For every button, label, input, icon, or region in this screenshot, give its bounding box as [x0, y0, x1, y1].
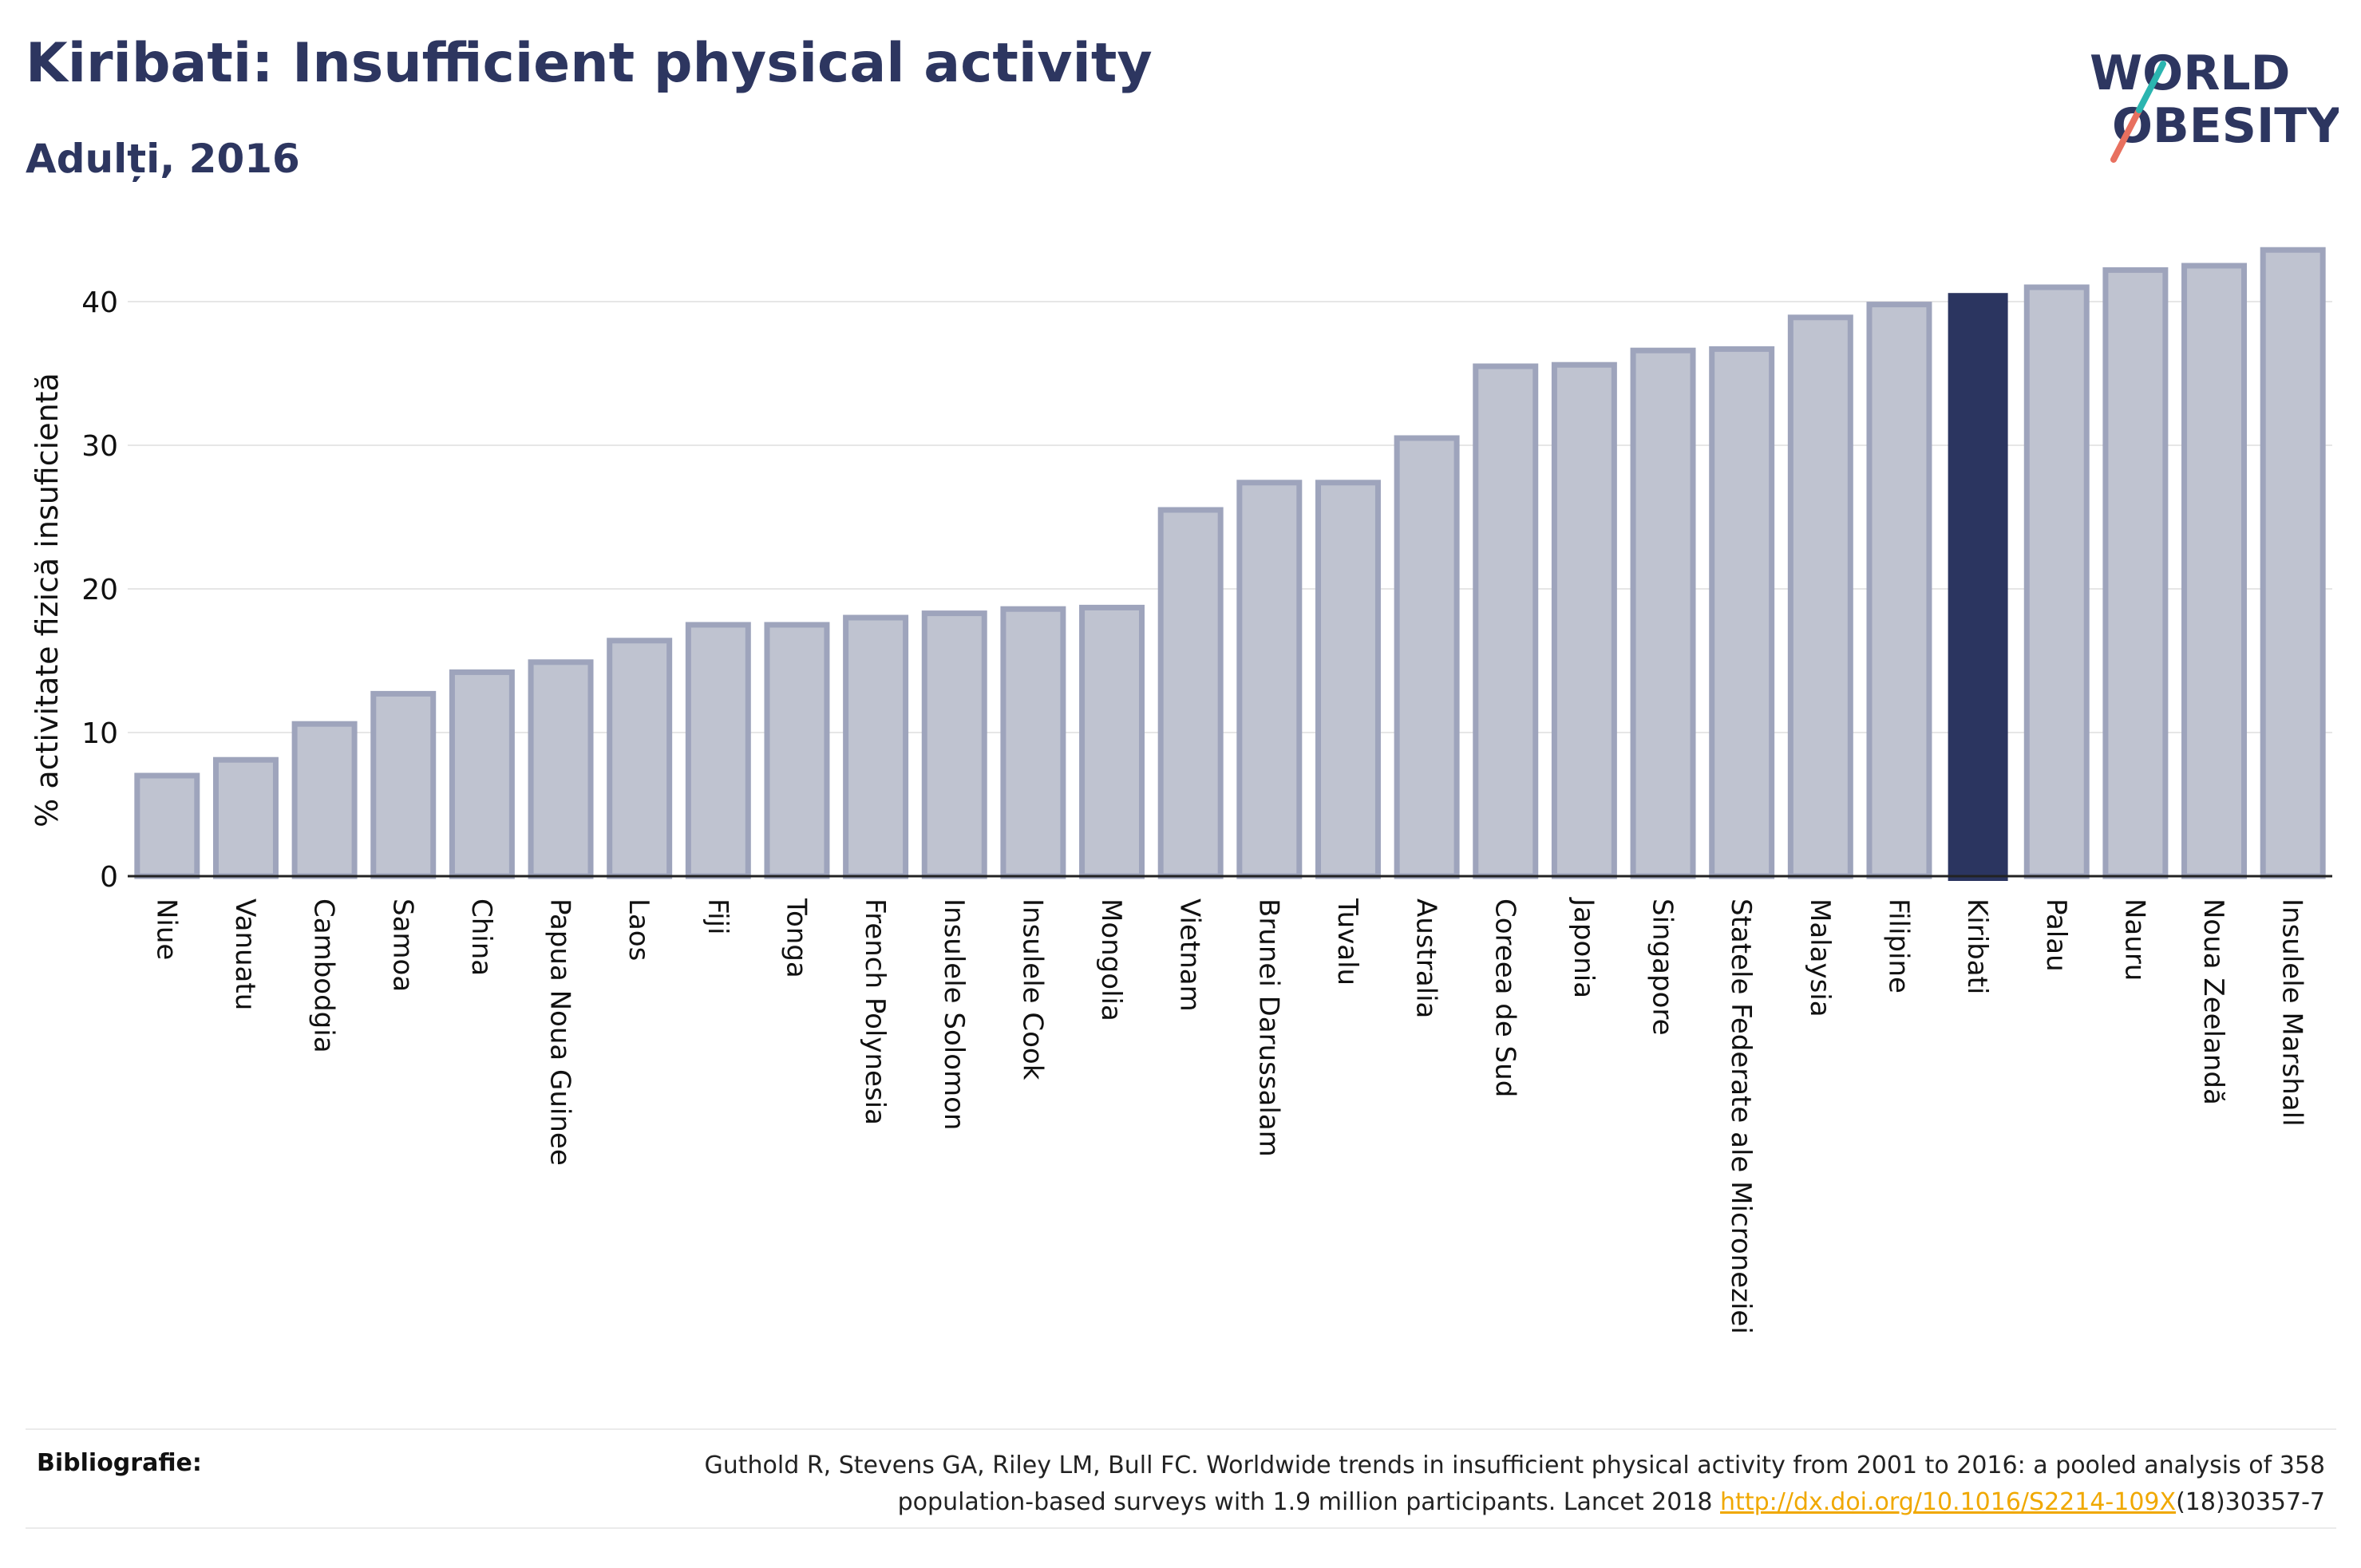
- bar-tuvalu: [1315, 480, 1381, 879]
- bar-coreea-de-sud: [1473, 363, 1539, 879]
- bar-cambodgia: [291, 721, 358, 879]
- bar-brunei-darussalam: [1236, 480, 1303, 879]
- bar-vanuatu: [212, 756, 279, 879]
- bar-laos: [607, 638, 673, 879]
- bar-kiribati: [1948, 293, 2008, 881]
- y-tick-label: 0: [100, 861, 118, 894]
- bar-chart: 0 10 20 30 40 Niue Vanuatu Cambodgia Samoa China…: [30, 247, 2332, 1334]
- logo-word-1: WORLD: [2090, 45, 2290, 101]
- x-tick-label: French Polynesia: [859, 899, 891, 1125]
- bibliography-line-2: population-based surveys with 1.9 millio…: [897, 1488, 1721, 1516]
- bar-samoa: [370, 690, 437, 879]
- x-tick-label: Insulele Solomon: [938, 899, 970, 1130]
- x-tick-label: Vietnam: [1174, 899, 1206, 1012]
- x-tick-label: Cambodgia: [308, 899, 340, 1053]
- chart-subtitle: Adulți, 2016: [26, 136, 300, 182]
- doi-link[interactable]: http://dx.doi.org/10.1016/S2214-109X: [1720, 1488, 2177, 1516]
- x-tick-label: Vanuatu: [229, 899, 261, 1010]
- bar-australia: [1394, 435, 1460, 879]
- x-tick-labels: Niue Vanuatu Cambodgia Samoa China Papua Noua…: [150, 897, 2308, 1334]
- x-tick-label: Tuvalu: [1331, 898, 1363, 985]
- x-tick-label: Singapore: [1647, 899, 1679, 1036]
- bar-niue: [134, 772, 200, 879]
- x-tick-label: Laos: [623, 899, 655, 961]
- bibliography-line-1: Guthold R, Stevens GA, Riley LM, Bull FC…: [704, 1451, 2325, 1479]
- x-tick-label: Noua Zeelandă: [2197, 899, 2229, 1105]
- bibliography-label: Bibliografie:: [37, 1449, 202, 1477]
- x-tick-label: Papua Noua Guinee: [544, 899, 576, 1166]
- bar-filipine: [1866, 302, 1932, 879]
- bibliography-line-2-end: (18)30357-7: [2176, 1488, 2325, 1516]
- x-tick-label: Fiji: [702, 899, 734, 934]
- x-tick-label: Niue: [150, 899, 182, 960]
- y-tick-label: 20: [81, 574, 118, 606]
- y-tick-label: 10: [81, 717, 118, 750]
- y-tick-labels: 0 10 20 30 40: [81, 286, 118, 894]
- bar-mongolia: [1079, 604, 1145, 879]
- bar-french-polynesia: [843, 614, 909, 879]
- bars: [134, 247, 2326, 881]
- logo-word-2: OBESITY: [2112, 98, 2339, 154]
- bar-papua-noua-guinee: [528, 659, 594, 879]
- x-tick-label: Insulele Cook: [1016, 899, 1048, 1080]
- bar-insulele-cook: [1000, 606, 1066, 879]
- bar-insulele-solomon: [921, 610, 987, 879]
- logo-accent-icon: [2136, 61, 2166, 113]
- x-tick-label: Coreea de Sud: [1489, 899, 1521, 1097]
- bar-tonga: [764, 622, 830, 879]
- bar-noua-zeeland-: [2181, 263, 2248, 879]
- bar-japonia: [1551, 361, 1617, 879]
- bar-vietnam: [1157, 507, 1224, 879]
- x-tick-label: Australia: [1410, 899, 1442, 1018]
- x-tick-label: Nauru: [2118, 899, 2150, 981]
- x-tick-label: Samoa: [386, 899, 418, 992]
- bibliography: Bibliografie: Guthold R, Stevens GA, Ril…: [26, 1428, 2336, 1529]
- bar-malaysia: [1787, 314, 1853, 879]
- bar-china: [449, 669, 515, 879]
- x-tick-label: Kiribati: [1961, 899, 1993, 994]
- bar-statele-federate-ale-microneziei: [1709, 346, 1775, 879]
- y-tick-label: 40: [81, 286, 118, 319]
- x-tick-label: Tonga: [780, 898, 812, 978]
- x-tick-label: Japonia: [1568, 897, 1600, 998]
- chart-title: Kiribati: Insufficient physical activity: [26, 32, 1153, 95]
- bar-fiji: [685, 622, 751, 879]
- bar-palau: [2023, 284, 2090, 879]
- bar-nauru: [2102, 267, 2169, 879]
- x-tick-label: Insulele Marshall: [2276, 899, 2308, 1127]
- x-tick-label: Brunei Darussalam: [1252, 899, 1284, 1157]
- x-tick-label: Palau: [2040, 899, 2072, 972]
- y-tick-label: 30: [81, 430, 118, 463]
- x-tick-label: Malaysia: [1804, 899, 1836, 1017]
- logo-slash-icon: [2110, 107, 2142, 163]
- world-obesity-logo: WORLD OBESITY: [2090, 45, 2339, 163]
- y-axis-label: % activitate fizică insuficientă: [30, 373, 65, 827]
- x-tick-label: Statele Federate ale Microneziei: [1725, 899, 1757, 1334]
- x-tick-label: Filipine: [1882, 899, 1914, 993]
- bar-insulele-marshall: [2260, 247, 2326, 879]
- x-tick-label: China: [465, 899, 497, 976]
- bar-singapore: [1630, 347, 1696, 879]
- bibliography-text: Guthold R, Stevens GA, Riley LM, Bull FC…: [409, 1448, 2325, 1521]
- x-tick-label: Mongolia: [1095, 899, 1127, 1021]
